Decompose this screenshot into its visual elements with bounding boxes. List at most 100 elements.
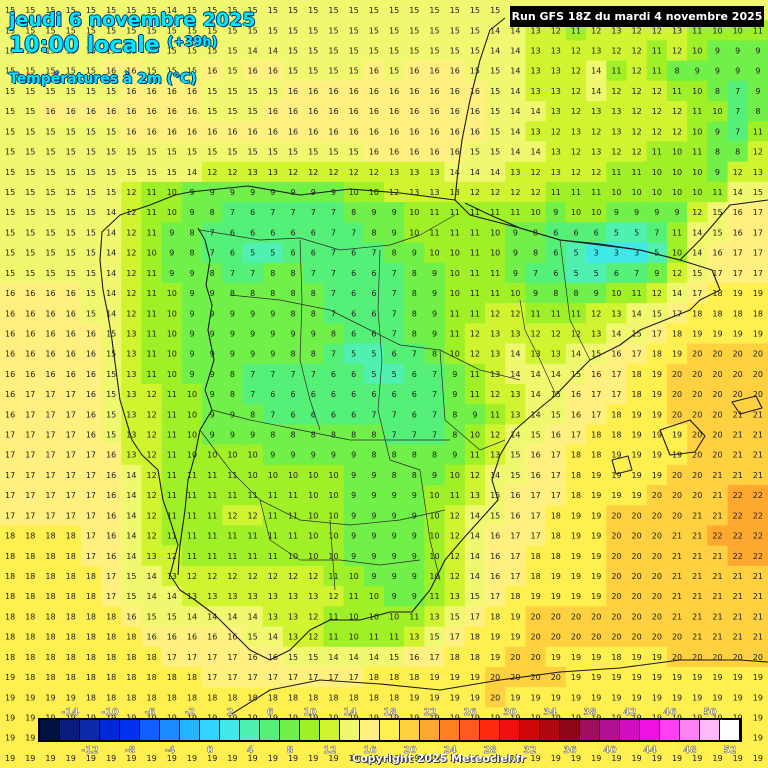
temperature-value: 10	[429, 552, 439, 561]
copyright-notice: Copyright 2025 Meteociel.fr	[352, 752, 526, 765]
temperature-value: 17	[207, 653, 217, 662]
temperature-cell	[181, 262, 203, 284]
temperature-value: 5	[270, 249, 275, 258]
temperature-value: 8	[755, 107, 760, 116]
temperature-cell	[485, 40, 506, 62]
temperature-value: 16	[86, 410, 96, 419]
temperature-value: 17	[450, 633, 460, 642]
temperature-value: 18	[25, 633, 35, 642]
temperature-value: 15	[551, 410, 561, 419]
temperature-cell	[161, 40, 183, 62]
temperature-value: 12	[753, 148, 763, 157]
temperature-value: 13	[409, 633, 419, 642]
temperature-value: 18	[510, 592, 520, 601]
temperature-value: 13	[288, 612, 298, 621]
temperature-cell	[565, 282, 587, 304]
temperature-cell	[242, 0, 264, 21]
temperature-value: 15	[45, 127, 55, 136]
temperature-value: 16	[86, 390, 96, 399]
temperature-cell	[101, 363, 122, 385]
temperature-value: 20	[530, 633, 540, 642]
temperature-value: 17	[470, 612, 480, 621]
temperature-value: 15	[389, 653, 399, 662]
temperature-cell	[40, 40, 62, 62]
temperature-cell	[20, 101, 42, 122]
temperature-value: 10	[692, 127, 702, 136]
temperature-cell	[545, 161, 567, 183]
temperature-value: 17	[349, 673, 359, 682]
temperature-value: 14	[470, 168, 480, 177]
temperature-value: 11	[167, 491, 177, 500]
temperature-cell	[161, 202, 183, 223]
legend-swatch	[680, 720, 699, 740]
temperature-cell	[505, 80, 527, 102]
temperature-value: 18	[126, 673, 136, 682]
temperature-value: 15	[369, 47, 379, 56]
temperature-value: 9	[432, 471, 437, 480]
temperature-value: 19	[571, 592, 581, 601]
temperature-value: 18	[66, 592, 76, 601]
temperature-cell	[404, 121, 426, 143]
temperature-cell	[20, 282, 42, 304]
legend-swatch	[520, 720, 539, 740]
temperature-value: 15	[86, 208, 96, 217]
temperature-value: 19	[591, 673, 601, 682]
temperature-value: 20	[530, 673, 540, 682]
temperature-value: 13	[126, 329, 136, 338]
temperature-cell	[707, 40, 729, 62]
temperature-cell	[0, 0, 21, 21]
temperature-cell	[242, 343, 264, 365]
temperature-cell	[282, 242, 304, 264]
temperature-value: 11	[167, 471, 177, 480]
temperature-value: 9	[412, 532, 417, 541]
legend-top-label: -6	[145, 707, 156, 718]
temperature-cell	[485, 323, 506, 345]
temperature-cell	[121, 282, 143, 304]
temperature-value: 7	[392, 431, 397, 440]
temperature-value: 19	[591, 592, 601, 601]
temperature-value: 16	[86, 431, 96, 440]
temperature-value: 8	[533, 249, 538, 258]
temperature-value: 16	[248, 653, 258, 662]
temperature-cell	[687, 101, 708, 122]
temperature-value: 10	[712, 26, 722, 35]
temperature-value: 18	[753, 309, 763, 318]
temperature-value: 18	[126, 633, 136, 642]
temperature-cell	[687, 222, 708, 244]
temperature-value: 5	[573, 269, 578, 278]
temperature-cell	[60, 161, 82, 183]
temperature-value: 7	[432, 431, 437, 440]
temperature-cell	[707, 121, 729, 143]
temperature-value: 12	[571, 148, 581, 157]
temperature-cell	[323, 262, 345, 284]
temperature-cell	[303, 222, 324, 244]
temperature-value: 15	[126, 148, 136, 157]
temperature-value: 18	[652, 350, 662, 359]
temperature-value: 12	[126, 309, 136, 318]
temperature-value: 14	[470, 532, 480, 541]
temperature-cell	[727, 282, 749, 304]
temperature-value: 9	[594, 289, 599, 298]
temperature-value: 21	[672, 592, 682, 601]
temperature-cell	[303, 40, 324, 62]
temperature-value: 17	[45, 511, 55, 520]
temperature-value: 20	[712, 370, 722, 379]
temperature-cell	[303, 343, 324, 365]
temperature-value: 10	[389, 612, 399, 621]
temperature-cell	[384, 40, 405, 62]
temperature-value: 8	[735, 148, 740, 157]
temperature-value: 22	[733, 552, 743, 561]
temperature-cell	[666, 181, 688, 203]
temperature-value: 13	[146, 552, 156, 561]
temperature-value: 18	[66, 572, 76, 581]
temperature-value: 17	[66, 511, 76, 520]
temperature-cell	[747, 181, 768, 203]
temperature-value: 7	[392, 289, 397, 298]
temperature-cell	[222, 20, 244, 42]
temperature-value: 11	[571, 26, 581, 35]
temperature-value: 17	[66, 491, 76, 500]
temperature-cell	[747, 141, 768, 163]
temperature-value: 15	[308, 67, 318, 76]
temperature-cell	[707, 60, 729, 82]
temperature-value: 19	[753, 673, 763, 682]
